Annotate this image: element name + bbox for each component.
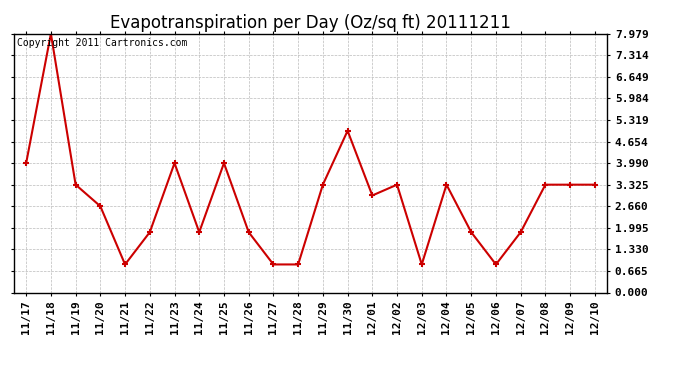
Text: Copyright 2011 Cartronics.com: Copyright 2011 Cartronics.com xyxy=(17,38,187,48)
Title: Evapotranspiration per Day (Oz/sq ft) 20111211: Evapotranspiration per Day (Oz/sq ft) 20… xyxy=(110,14,511,32)
